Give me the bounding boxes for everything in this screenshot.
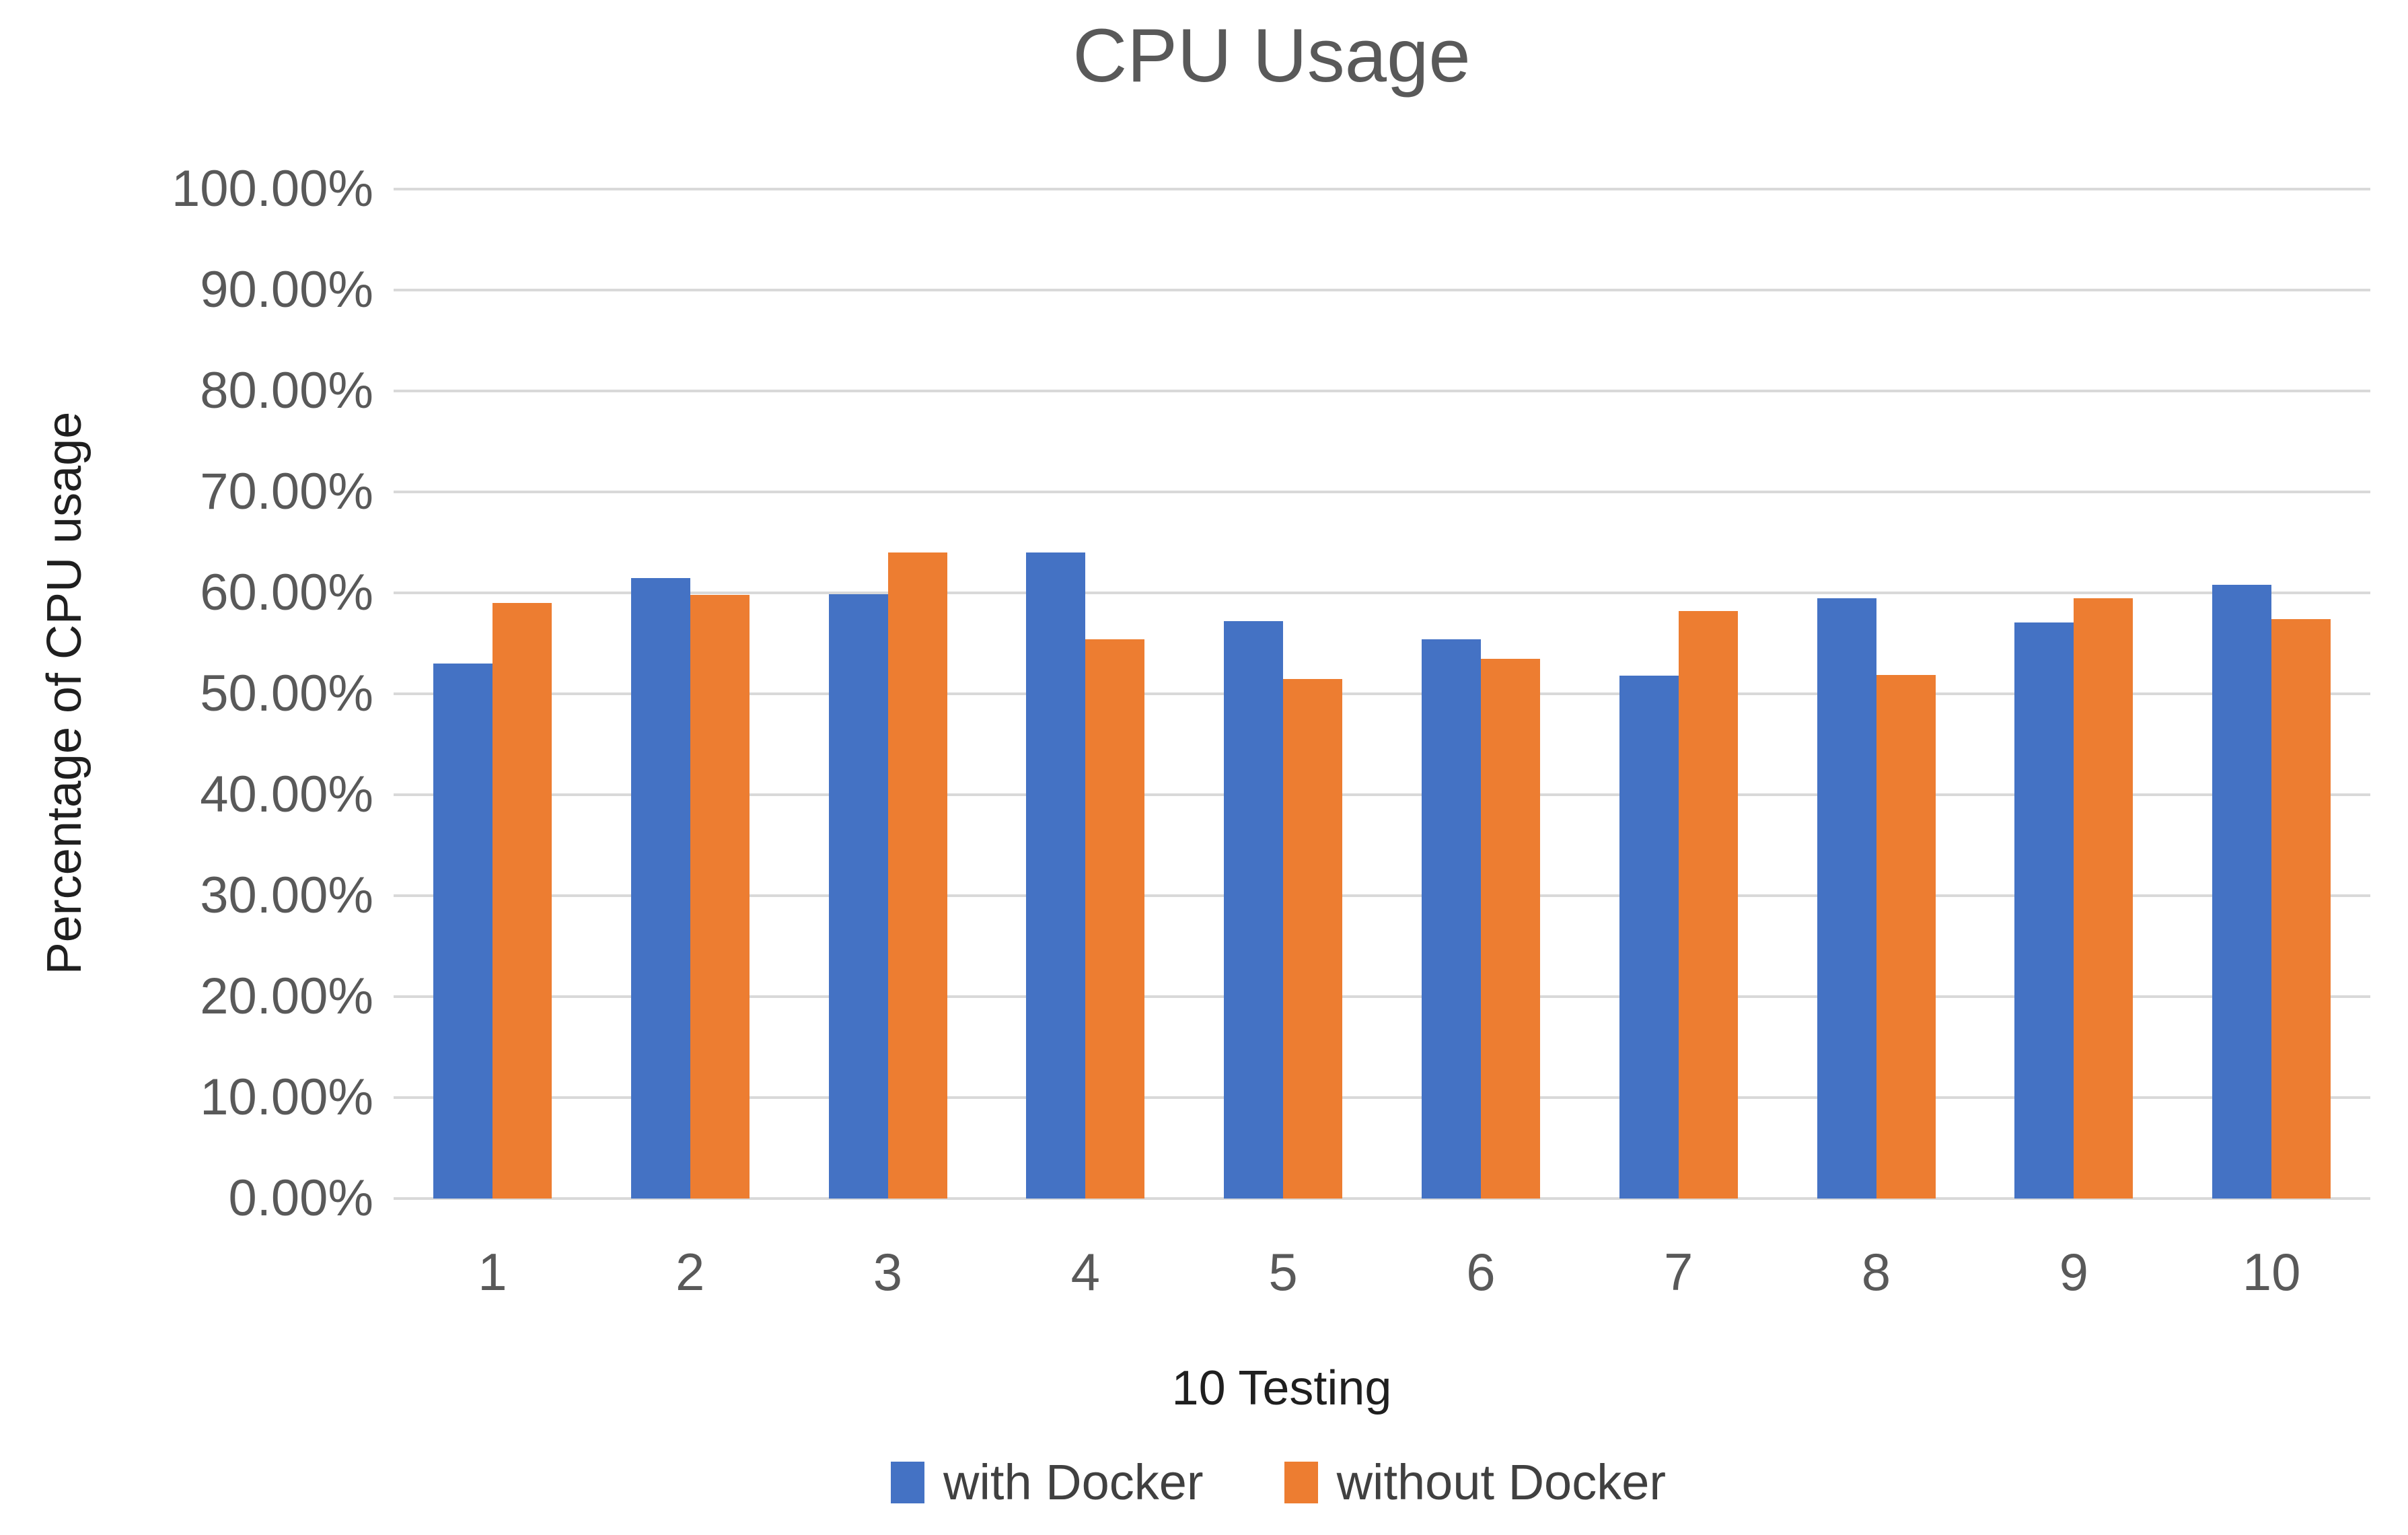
gridline-100 (394, 188, 2370, 190)
x-axis-title: 10 Testing (1171, 1361, 1392, 1415)
gridline-70 (394, 491, 2370, 493)
bar-without-docker-2 (690, 595, 750, 1199)
y-tick-label-20: 20.00% (200, 968, 373, 1025)
y-tick-label-30: 30.00% (200, 867, 373, 924)
bar-without-docker-1 (492, 603, 552, 1199)
x-tick-label-6: 6 (1466, 1242, 1496, 1301)
gridline-60 (394, 592, 2370, 594)
x-tick-label-2: 2 (675, 1242, 705, 1301)
y-tick-label-0: 0.00% (228, 1170, 374, 1227)
y-tick-label-60: 60.00% (200, 564, 373, 621)
bar-with-docker-2 (630, 577, 690, 1199)
legend-swatch-without-docker (1284, 1461, 1318, 1503)
legend-swatch-with-docker (891, 1461, 925, 1503)
bar-with-docker-8 (1817, 598, 1876, 1199)
bar-with-docker-10 (2212, 585, 2272, 1199)
chart-title: CPU Usage (1072, 13, 1471, 98)
y-tick-label-100: 100.00% (171, 160, 373, 217)
y-tick-label-80: 80.00% (200, 362, 373, 419)
y-tick-label-10: 10.00% (200, 1069, 373, 1126)
bar-with-docker-1 (433, 664, 492, 1199)
gridline-80 (394, 390, 2370, 392)
bar-without-docker-9 (2074, 598, 2133, 1199)
x-tick-label-10: 10 (2242, 1242, 2301, 1301)
legend-item-without-docker: without Docker (1284, 1454, 1666, 1511)
gridline-0 (394, 1197, 2370, 1200)
x-tick-label-9: 9 (2059, 1242, 2088, 1301)
gridline-30 (394, 894, 2370, 897)
y-tick-label-50: 50.00% (200, 665, 373, 722)
bar-with-docker-3 (828, 594, 888, 1199)
x-tick-label-7: 7 (1663, 1242, 1693, 1301)
x-tick-label-4: 4 (1070, 1242, 1100, 1301)
bar-without-docker-10 (2271, 619, 2331, 1199)
x-tick-label-5: 5 (1268, 1242, 1298, 1301)
gridline-10 (394, 1096, 2370, 1099)
bar-without-docker-3 (887, 552, 947, 1199)
legend-label-without-docker: without Docker (1336, 1454, 1666, 1510)
gridline-90 (394, 289, 2370, 291)
bar-without-docker-8 (1876, 674, 1936, 1199)
bar-with-docker-4 (1026, 552, 1086, 1199)
y-axis-title: Percentage of CPU usage (38, 411, 92, 975)
y-tick-label-40: 40.00% (200, 766, 373, 823)
gridline-50 (394, 692, 2370, 695)
x-tick-label-1: 1 (478, 1242, 507, 1301)
gridline-20 (394, 995, 2370, 998)
y-tick-label-90: 90.00% (200, 261, 373, 318)
bar-with-docker-5 (1224, 621, 1284, 1199)
legend-label-with-docker: with Docker (943, 1454, 1204, 1510)
bar-without-docker-5 (1283, 678, 1343, 1199)
bar-without-docker-6 (1480, 658, 1540, 1199)
y-tick-label-70: 70.00% (200, 463, 373, 520)
bar-without-docker-4 (1085, 639, 1145, 1199)
bar-with-docker-6 (1421, 639, 1481, 1199)
legend-item-with-docker: with Docker (891, 1454, 1204, 1511)
bar-with-docker-7 (1619, 676, 1679, 1199)
x-tick-label-8: 8 (1861, 1242, 1891, 1301)
bar-without-docker-7 (1678, 611, 1738, 1199)
bar-with-docker-9 (2014, 622, 2074, 1199)
legend: with Docker without Docker (891, 1454, 1666, 1511)
gridline-40 (394, 793, 2370, 796)
x-tick-label-3: 3 (873, 1242, 903, 1301)
